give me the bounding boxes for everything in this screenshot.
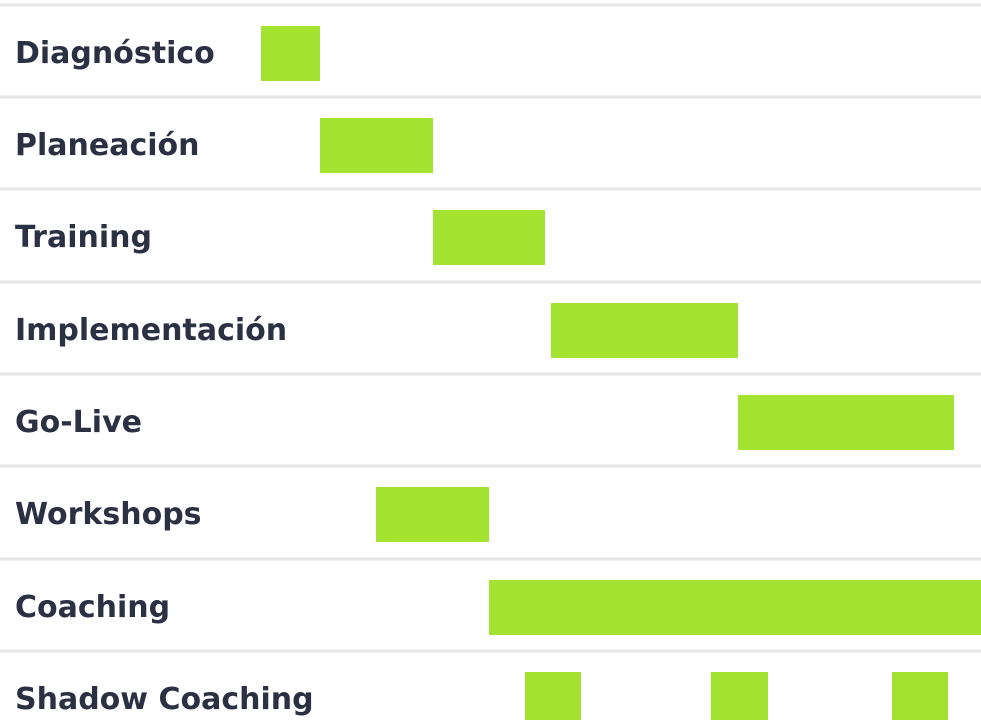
row-label: Coaching xyxy=(15,590,170,625)
gantt-bar xyxy=(376,487,489,542)
gantt-bar xyxy=(320,118,433,173)
row-label: Go-Live xyxy=(15,405,142,440)
gantt-bar xyxy=(433,210,545,265)
row-label: Planeación xyxy=(15,128,200,163)
row-label: Shadow Coaching xyxy=(15,682,314,717)
gantt-bar xyxy=(892,672,948,720)
gantt-bar xyxy=(711,672,768,720)
gantt-bar xyxy=(261,26,320,81)
gantt-bar xyxy=(489,580,981,635)
gantt-bar xyxy=(551,303,738,358)
row-label: Diagnóstico xyxy=(15,36,215,71)
row-label: Workshops xyxy=(15,497,202,532)
row-label: Implementación xyxy=(15,313,287,348)
row-labels: Diagnóstico Planeación Training Implementac… xyxy=(15,36,314,717)
grid-lines xyxy=(0,3,981,653)
gantt-bar xyxy=(525,672,581,720)
gantt-bars xyxy=(261,26,981,720)
row-label: Training xyxy=(15,220,152,255)
gantt-bar xyxy=(738,395,954,450)
